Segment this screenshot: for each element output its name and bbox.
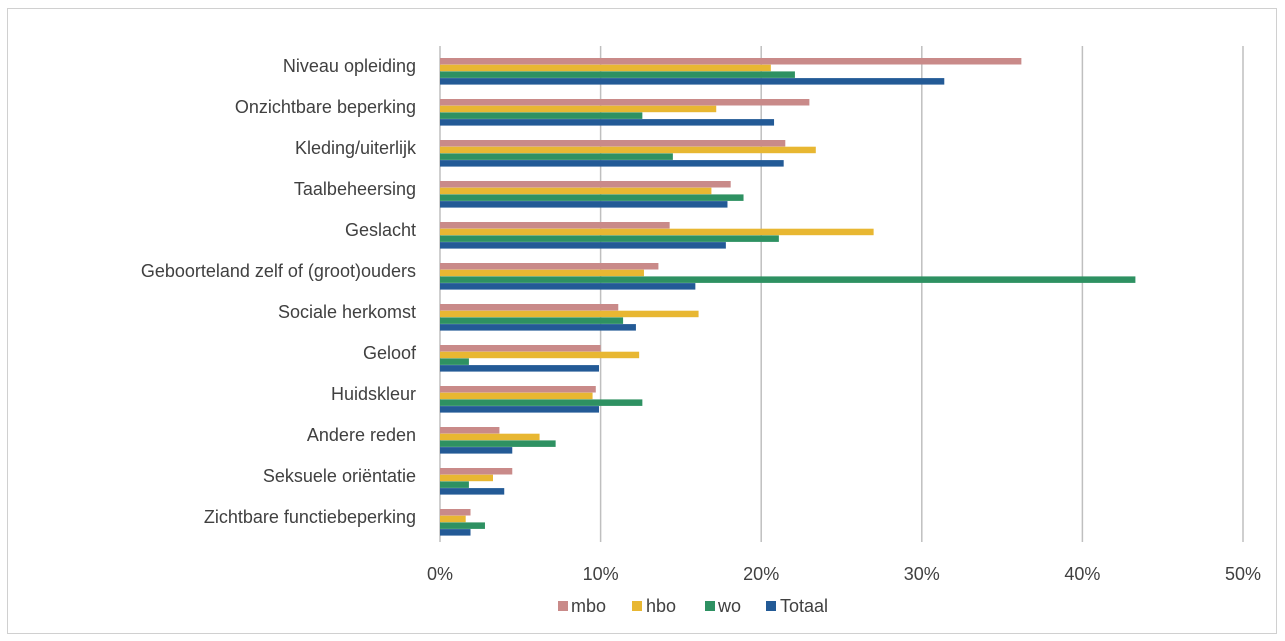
legend-label-totaal: Totaal: [780, 596, 828, 616]
category-label: Sociale herkomst: [278, 302, 416, 322]
bar-hbo: [440, 105, 717, 113]
bar-mbo: [440, 427, 500, 434]
bar-wo: [440, 399, 643, 406]
category-label: Onzichtbare beperking: [235, 97, 416, 117]
bar-totaal: [440, 201, 728, 208]
legend-label-wo: wo: [717, 596, 741, 616]
bar-mbo: [440, 181, 731, 188]
bar-wo: [440, 112, 643, 119]
bar-hbo: [440, 269, 644, 277]
bar-mbo: [440, 468, 513, 475]
x-tick-label: 40%: [1064, 564, 1100, 584]
category-label: Andere reden: [307, 425, 416, 445]
bar-wo: [440, 276, 1136, 283]
bar-wo: [440, 317, 624, 324]
bar-mbo: [440, 263, 659, 270]
bar-hbo: [440, 146, 816, 154]
bar-wo: [440, 358, 469, 365]
bar-mbo: [440, 509, 471, 516]
bar-hbo: [440, 474, 493, 482]
category-label: Taalbeheersing: [294, 179, 416, 199]
bar-wo: [440, 481, 469, 488]
bar-totaal: [440, 242, 726, 249]
category-label: Geslacht: [345, 220, 416, 240]
bar-totaal: [440, 160, 784, 167]
bar-mbo: [440, 140, 786, 147]
bar-hbo: [440, 187, 712, 195]
legend-swatch-totaal: [766, 601, 776, 611]
bar-totaal: [440, 365, 599, 372]
bar-wo: [440, 153, 673, 160]
x-tick-label: 20%: [743, 564, 779, 584]
bar-hbo: [440, 310, 699, 318]
category-label: Zichtbare functiebeperking: [204, 507, 416, 527]
bar-totaal: [440, 529, 471, 536]
bar-hbo: [440, 228, 874, 236]
bar-wo: [440, 194, 744, 201]
bar-mbo: [440, 345, 601, 352]
bar-totaal: [440, 406, 599, 413]
bar-totaal: [440, 488, 505, 495]
bar-mbo: [440, 99, 810, 106]
bar-mbo: [440, 222, 670, 229]
bar-mbo: [440, 304, 619, 311]
bar-wo: [440, 71, 795, 78]
chart-frame: [7, 8, 1277, 634]
bar-totaal: [440, 447, 513, 454]
legend-swatch-mbo: [558, 601, 568, 611]
x-tick-label: 30%: [904, 564, 940, 584]
bar-hbo: [440, 351, 640, 359]
bar-wo: [440, 522, 485, 529]
category-label: Niveau opleiding: [283, 56, 416, 76]
legend-label-hbo: hbo: [646, 596, 676, 616]
bar-hbo: [440, 515, 466, 523]
legend-swatch-hbo: [632, 601, 642, 611]
bar-hbo: [440, 392, 593, 400]
bar-totaal: [440, 119, 775, 126]
legend-swatch-wo: [705, 601, 715, 611]
bar-hbo: [440, 433, 540, 441]
category-label: Kleding/uiterlijk: [295, 138, 417, 158]
x-tick-label: 10%: [583, 564, 619, 584]
bar-totaal: [440, 78, 945, 85]
legend-label-mbo: mbo: [571, 596, 606, 616]
bar-totaal: [440, 283, 696, 290]
x-tick-label: 50%: [1225, 564, 1261, 584]
bar-mbo: [440, 58, 1022, 65]
bar-totaal: [440, 324, 636, 331]
category-label: Geboorteland zelf of (groot)ouders: [141, 261, 416, 281]
category-label: Geloof: [363, 343, 417, 363]
bar-wo: [440, 440, 556, 447]
category-label: Seksuele oriëntatie: [263, 466, 416, 486]
bar-hbo: [440, 64, 771, 72]
bar-mbo: [440, 386, 596, 393]
category-label: Huidskleur: [331, 384, 416, 404]
bar-wo: [440, 235, 779, 242]
x-tick-label: 0%: [427, 564, 453, 584]
